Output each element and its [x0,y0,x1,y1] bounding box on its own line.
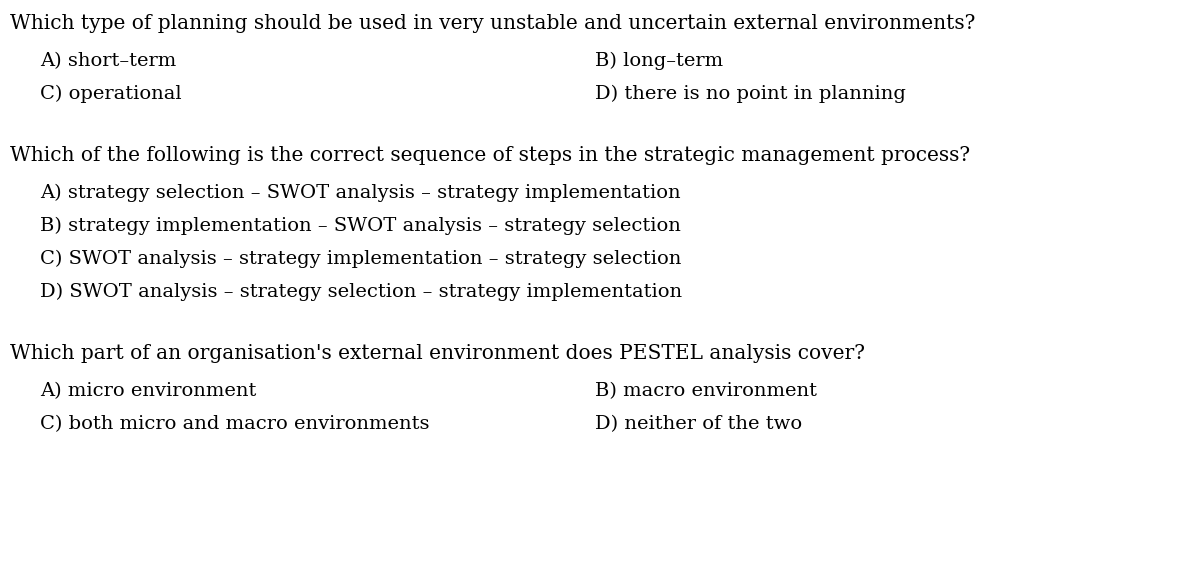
Text: D) SWOT analysis – strategy selection – strategy implementation: D) SWOT analysis – strategy selection – … [40,283,682,301]
Text: D) neither of the two: D) neither of the two [595,415,802,433]
Text: B) strategy implementation – SWOT analysis – strategy selection: B) strategy implementation – SWOT analys… [40,217,680,235]
Text: Which of the following is the correct sequence of steps in the strategic managem: Which of the following is the correct se… [10,146,970,165]
Text: C) both micro and macro environments: C) both micro and macro environments [40,415,430,433]
Text: C) operational: C) operational [40,85,181,103]
Text: A) strategy selection – SWOT analysis – strategy implementation: A) strategy selection – SWOT analysis – … [40,184,680,202]
Text: A) short–term: A) short–term [40,52,176,70]
Text: D) there is no point in planning: D) there is no point in planning [595,85,906,103]
Text: A) micro environment: A) micro environment [40,382,257,400]
Text: C) SWOT analysis – strategy implementation – strategy selection: C) SWOT analysis – strategy implementati… [40,250,682,268]
Text: B) macro environment: B) macro environment [595,382,817,400]
Text: Which part of an organisation's external environment does PESTEL analysis cover?: Which part of an organisation's external… [10,344,865,363]
Text: B) long–term: B) long–term [595,52,724,70]
Text: Which type of planning should be used in very unstable and uncertain external en: Which type of planning should be used in… [10,14,976,33]
